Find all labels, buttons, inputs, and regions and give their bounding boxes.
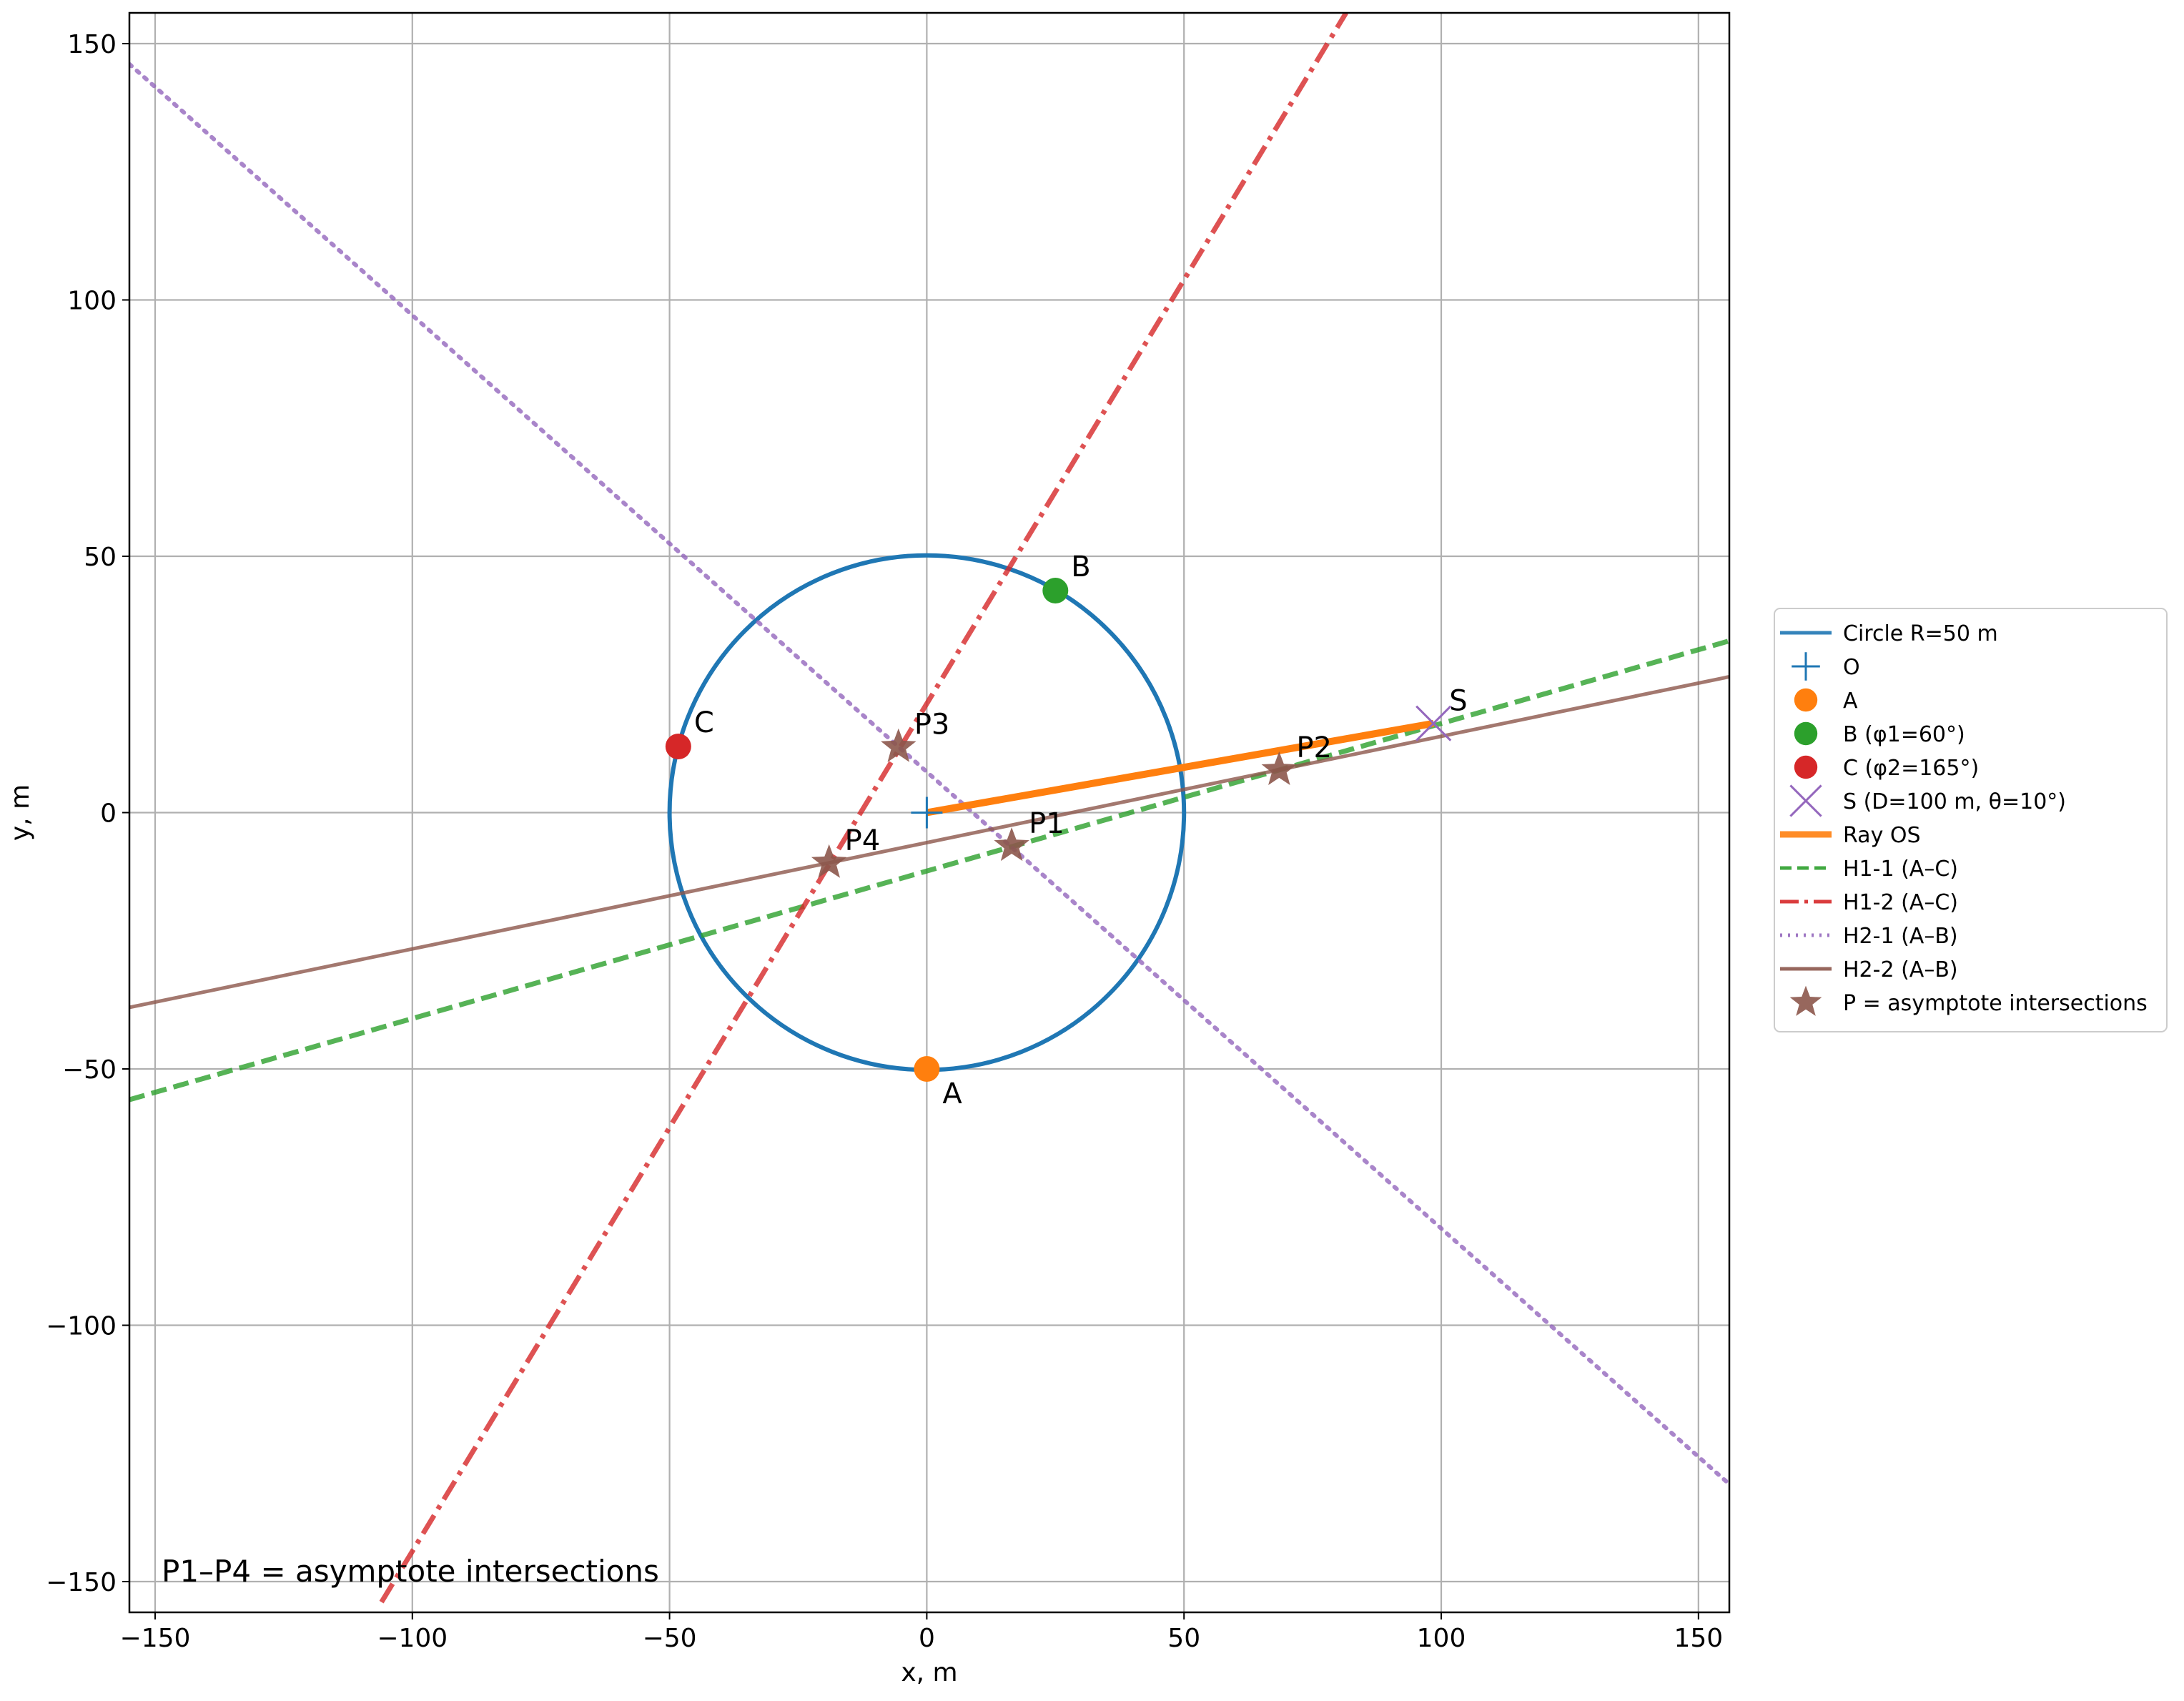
point-s-label: S — [1449, 685, 1467, 718]
y-tick-label: 0 — [100, 799, 117, 829]
legend-label: A — [1843, 689, 1858, 714]
point-a-marker — [914, 1055, 940, 1082]
legend-swatch — [1789, 784, 1822, 817]
y-tick-label: −50 — [62, 1055, 117, 1085]
point-p1-label: P1 — [1029, 807, 1064, 840]
x-tick-label: −150 — [120, 1624, 191, 1653]
legend-swatch — [1794, 688, 1818, 712]
y-tick-label: −150 — [46, 1568, 117, 1597]
x-tick-label: 0 — [919, 1624, 935, 1653]
point-c-label: C — [694, 706, 714, 739]
legend-label: Circle R=50 m — [1843, 621, 1998, 646]
point-p3-label: P3 — [914, 709, 950, 741]
point-a-label: A — [942, 1078, 962, 1110]
series-line-ray-os — [926, 719, 1435, 817]
x-tick-label: 100 — [1417, 1624, 1466, 1653]
annotation-text: P1–P4 = asymptote intersections — [162, 1554, 659, 1589]
y-tick-label: 50 — [84, 543, 117, 572]
legend-label: H1-1 (A–C) — [1843, 857, 1958, 882]
legend-label: S (D=100 m, θ=10°) — [1843, 789, 2066, 814]
legend-label: C (φ2=165°) — [1843, 756, 1979, 781]
x-tick-label: 50 — [1167, 1624, 1200, 1653]
legend-label: Ray OS — [1843, 823, 1921, 848]
legend-label: B (φ1=60°) — [1843, 722, 1965, 747]
x-stroke-b — [1415, 705, 1452, 741]
series-line-h1-2 — [379, 13, 1348, 1604]
point-p2-marker — [1261, 751, 1298, 785]
series-line-h2-2 — [129, 675, 1729, 1010]
series-line-h2-1 — [129, 61, 1729, 1486]
legend-label: P = asymptote intersections — [1843, 991, 2148, 1016]
point-p2-label: P2 — [1296, 731, 1332, 764]
series-line-h1-1 — [129, 638, 1729, 1103]
y-tick-label: 150 — [67, 30, 117, 59]
point-p3-marker — [881, 728, 916, 762]
point-o-marker — [911, 797, 943, 829]
point-b-marker — [1042, 578, 1069, 604]
legend-label: H2-2 (A–B) — [1843, 957, 1958, 982]
legend: Circle R=50 m OA B (φ1=60°) C (φ2=165°) S (D… — [1774, 608, 2168, 1032]
point-b-label: B — [1071, 551, 1090, 583]
point-p4-label: P4 — [845, 824, 881, 857]
axis-ticks: −150 −100 −50 0 50 100 150 −150 −100 −50 0 50 100 150 — [46, 30, 1723, 1653]
y-tick-label: −100 — [46, 1311, 117, 1341]
legend-label: H2-1 (A–B) — [1843, 924, 1958, 949]
legend-swatch — [1792, 652, 1820, 681]
x-tick-label: −50 — [643, 1624, 697, 1653]
legend-box — [1774, 608, 2168, 1032]
point-p1-marker — [994, 827, 1029, 862]
point-c-marker — [665, 734, 691, 760]
plot-data — [129, 13, 1729, 1604]
legend-swatch — [1789, 985, 1822, 1016]
y-axis-label: y, m — [6, 784, 35, 841]
legend-swatch — [1794, 755, 1818, 779]
legend-label: H1-2 (A–C) — [1843, 890, 1958, 915]
x-axis-label: x, m — [901, 1658, 957, 1687]
point-p4-marker — [811, 844, 847, 878]
x-tick-label: −100 — [377, 1624, 448, 1653]
point-labels: A B C S P1 P2 P3 P4 — [694, 551, 1468, 1110]
legend-swatch — [1794, 721, 1818, 746]
y-tick-label: 100 — [67, 287, 117, 316]
x-tick-label: 150 — [1674, 1624, 1723, 1653]
point-s-marker — [1415, 705, 1452, 741]
legend-label: O — [1843, 655, 1860, 680]
x-stroke-b — [1789, 784, 1822, 817]
